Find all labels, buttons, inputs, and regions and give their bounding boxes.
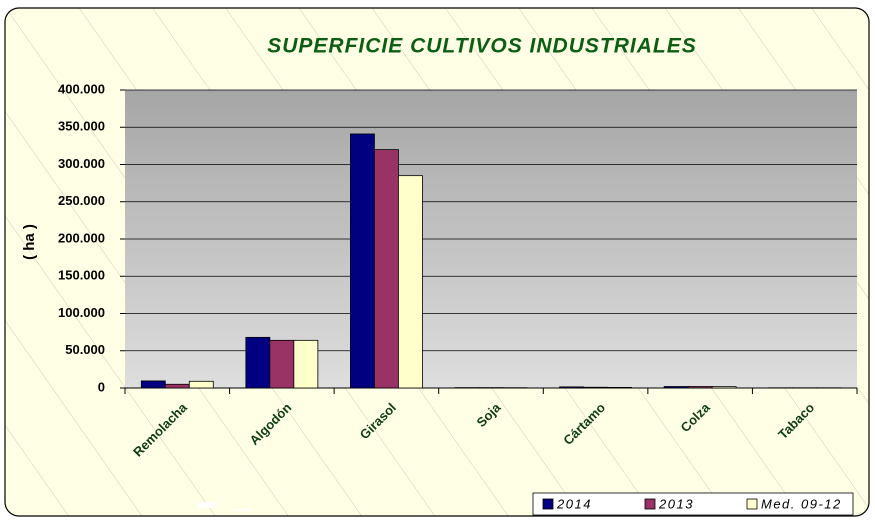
bar xyxy=(608,387,632,388)
bar xyxy=(165,384,189,388)
decoration xyxy=(234,509,252,511)
bar xyxy=(584,387,608,388)
bar xyxy=(398,176,422,388)
bar xyxy=(712,387,736,388)
bar xyxy=(294,340,318,388)
bar xyxy=(688,387,712,388)
bar xyxy=(560,387,584,388)
bar xyxy=(189,381,213,388)
y-tick-label: 300.000 xyxy=(58,156,105,171)
y-axis-label: ( ha ) xyxy=(21,224,38,260)
y-tick-label: 0 xyxy=(98,379,105,394)
y-tick-label: 400.000 xyxy=(58,81,105,96)
legend-label: Med. 09-12 xyxy=(761,496,842,511)
y-tick-label: 350.000 xyxy=(58,119,105,134)
bar xyxy=(270,340,294,388)
y-tick-label: 200.000 xyxy=(58,230,105,245)
bar xyxy=(374,150,398,388)
legend-label: 2013 xyxy=(658,496,694,511)
y-tick-label: 150.000 xyxy=(58,268,105,283)
bar xyxy=(350,134,374,388)
bar xyxy=(664,387,688,388)
legend-swatch xyxy=(543,499,553,509)
decoration xyxy=(198,502,216,508)
chart-title: SUPERFICIE CULTIVOS INDUSTRIALES xyxy=(267,35,696,58)
legend-label: 2014 xyxy=(556,496,592,511)
bar xyxy=(246,337,270,388)
y-tick-label: 50.000 xyxy=(65,342,105,357)
y-tick-label: 100.000 xyxy=(58,305,105,320)
bar xyxy=(141,381,165,388)
legend-swatch xyxy=(645,499,655,509)
y-tick-label: 250.000 xyxy=(58,193,105,208)
legend-swatch xyxy=(747,499,757,509)
